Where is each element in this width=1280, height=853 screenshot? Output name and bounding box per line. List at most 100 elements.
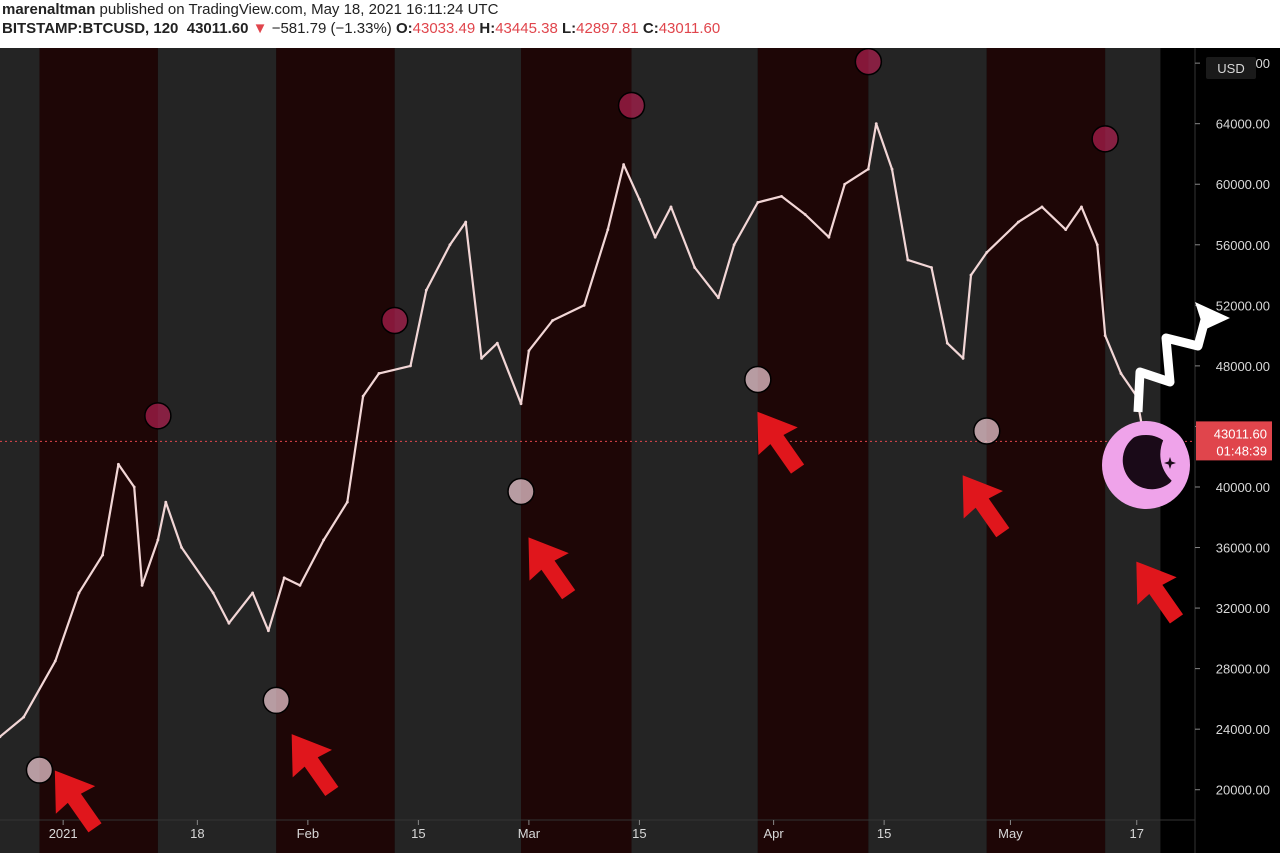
price-point	[551, 319, 554, 322]
price-point	[519, 402, 523, 406]
open-value: 43033.49	[412, 20, 476, 37]
publish-info: published on TradingView.com, May 18, 20…	[99, 1, 499, 18]
close-label: C:	[642, 20, 659, 37]
price-point	[77, 591, 81, 595]
price-point	[732, 243, 736, 247]
close-value: 43011.60	[658, 20, 721, 37]
x-tick-label: 18	[190, 826, 204, 841]
price-point	[298, 583, 302, 587]
price-point	[180, 546, 183, 549]
x-tick-label: May	[998, 826, 1023, 841]
price-point	[945, 341, 949, 345]
new-moon-marker	[973, 417, 1001, 445]
new-moon-marker	[262, 686, 291, 715]
quote-line: BITSTAMP:BTCUSD, 120 43011.60 ▼ −581.79 …	[2, 20, 720, 37]
currency-badge	[1206, 57, 1256, 79]
band-gray-5	[631, 48, 758, 853]
price-series	[0, 122, 1147, 739]
new-moon-marker	[25, 756, 54, 784]
y-tick-label: 20000.00	[1216, 783, 1270, 798]
price-point	[117, 462, 120, 466]
price-point	[827, 235, 831, 239]
symbol-label: BITSTAMP:BTCUSD, 120	[2, 20, 179, 37]
price-point	[495, 341, 499, 345]
price-point	[606, 228, 610, 232]
price-point	[251, 591, 255, 595]
y-tick-label: 40000.00	[1216, 480, 1270, 495]
arrow-shape	[291, 734, 339, 797]
axis-labels: USD 43011.60 01:48:39	[1196, 57, 1272, 461]
moon-markers	[25, 48, 1119, 784]
y-tick-label: 64000.00	[1216, 117, 1270, 132]
band-gray-3	[394, 48, 522, 853]
band-gray-lead	[0, 48, 40, 853]
price-point	[345, 500, 349, 504]
price-point	[1016, 220, 1020, 224]
price-point	[527, 349, 531, 353]
moon-logo	[1102, 302, 1230, 509]
price-point	[22, 715, 26, 719]
arrow-shape	[54, 770, 102, 833]
price-point	[53, 659, 57, 663]
price-point	[803, 213, 807, 216]
price-point	[140, 583, 144, 587]
x-tick-label: Feb	[297, 826, 319, 841]
x-tick-label: Apr	[763, 826, 784, 841]
red-arrow-icon	[291, 734, 339, 797]
new-moon-marker	[744, 365, 772, 394]
red-arrow-icon	[1136, 561, 1184, 624]
price-point	[716, 296, 720, 300]
band-red-2	[276, 48, 395, 853]
price-point	[409, 364, 412, 368]
arrow-shape	[528, 537, 576, 600]
y-tick-label: 24000.00	[1216, 722, 1270, 737]
moon-phase-bands	[0, 48, 1161, 853]
last-price: 43011.60	[186, 20, 249, 37]
publisher-line: marenaltman published on TradingView.com…	[2, 1, 498, 18]
band-red-0	[39, 48, 158, 853]
price-point	[756, 201, 760, 204]
uptrend-arrow-icon	[1133, 314, 1211, 413]
price-point	[874, 122, 878, 126]
crescent-ring	[1104, 423, 1188, 507]
band-red-8	[986, 48, 1106, 853]
price-point	[132, 485, 136, 489]
low-value: 42897.81	[576, 20, 639, 37]
time-axis[interactable]: 2021 18 Feb 15 Mar 15 Apr 15 May 17	[0, 819, 1195, 841]
x-tick-label: Mar	[518, 826, 541, 841]
price-point	[582, 303, 586, 307]
price-point	[164, 500, 168, 504]
price-point	[1119, 372, 1123, 375]
arrow-shape	[1136, 561, 1184, 624]
red-arrow-icon	[54, 770, 102, 833]
arrow-shape	[962, 475, 1010, 538]
price-point	[266, 629, 270, 633]
arrow-shape	[757, 411, 805, 474]
red-arrow-icon	[757, 411, 805, 474]
y-tick-label: 36000.00	[1216, 541, 1270, 556]
price-line	[0, 122, 1146, 738]
price-point	[361, 394, 365, 398]
price-point	[156, 538, 160, 542]
author-name[interactable]: marenaltman	[2, 1, 96, 18]
y-tick-label: 56000.00	[1216, 238, 1270, 253]
red-arrow-icon	[528, 537, 576, 600]
band-red-4	[521, 48, 632, 853]
price-chart[interactable]: 20000.00 24000.00 28000.00 32000.00 36000.00…	[0, 48, 1280, 853]
price-point	[693, 266, 697, 269]
uptrend-arrowhead	[1195, 302, 1230, 330]
price-point	[1064, 228, 1068, 232]
annotation-arrows	[54, 411, 1184, 833]
price-point	[780, 194, 783, 198]
price-point	[464, 220, 468, 224]
high-value: 43445.38	[495, 20, 558, 37]
red-arrow-icon	[962, 475, 1010, 538]
price-axis[interactable]: 20000.00 24000.00 28000.00 32000.00 36000.00…	[1194, 48, 1270, 853]
sparkle-icon	[1144, 451, 1156, 463]
x-tick-label: 15	[877, 826, 891, 841]
price-point	[969, 273, 973, 277]
x-tick-label: 17	[1130, 826, 1144, 841]
price-point	[1080, 205, 1083, 209]
y-tick-label: 32000.00	[1216, 601, 1270, 616]
price-point	[930, 266, 933, 269]
